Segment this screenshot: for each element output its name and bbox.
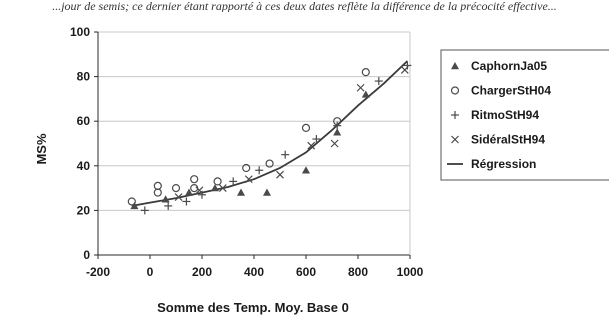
legend-marker-circle [450, 86, 460, 95]
data-point-circle [213, 177, 222, 186]
data-point-circle [127, 197, 136, 206]
data-point-circle [171, 184, 181, 193]
data-point-circle [301, 123, 311, 132]
data-point-triangle [237, 188, 245, 196]
y-tick-label: 20 [77, 203, 91, 217]
data-point-triangle [211, 184, 219, 192]
data-point-plus [374, 77, 383, 86]
x-tick-label: 0 [147, 265, 154, 279]
legend-marker-triangle [451, 62, 459, 70]
data-point-circle [190, 175, 199, 184]
data-point-x [218, 184, 227, 193]
data-point-triangle [302, 166, 310, 174]
data-point-circle [265, 159, 274, 168]
data-point-x [244, 175, 253, 184]
data-point-x [307, 141, 316, 150]
x-tick-label: 1000 [397, 265, 424, 279]
data-point-plus [229, 177, 238, 186]
data-point-x [400, 65, 409, 74]
legend-label: RitmoStH94 [471, 108, 539, 122]
x-tick-label: 200 [192, 265, 212, 279]
y-tick-label: 100 [70, 25, 90, 39]
data-point-triangle [361, 90, 370, 98]
x-tick-label: 400 [244, 265, 264, 279]
data-point-circle [153, 188, 162, 197]
regression-line [131, 60, 409, 207]
data-point-x [356, 83, 365, 92]
y-tick-label: 80 [77, 70, 91, 84]
data-point-plus [140, 206, 149, 215]
data-point-circle [242, 163, 251, 173]
mark-layer [127, 60, 412, 215]
data-point-plus [255, 166, 264, 175]
data-point-triangle [333, 128, 342, 136]
data-point-x [330, 139, 339, 148]
legend-marker-plus [451, 111, 459, 119]
legend-label: SidéralStH94 [471, 133, 545, 147]
series-2 [140, 61, 412, 215]
x-axis-title: Somme des Temp. Moy. Base 0 [157, 300, 349, 315]
header-text-fragment: ...jour de semis; ce dernier étant rappo… [52, 0, 557, 12]
x-tick-label: 600 [296, 265, 316, 279]
y-tick-label: 40 [77, 159, 91, 173]
y-axis-title: MS% [34, 133, 49, 165]
data-point-plus [164, 201, 173, 210]
y-tick-label: 0 [83, 248, 90, 262]
legend-marker-x [451, 135, 459, 144]
legend-label: Régression [471, 157, 536, 171]
legend-label: ChargerStH04 [471, 84, 551, 98]
data-point-x [174, 193, 183, 201]
data-point-triangle [130, 201, 139, 210]
legend-box [440, 49, 609, 181]
data-point-plus [281, 150, 290, 159]
data-point-plus [182, 197, 191, 206]
axis-layer: 0 20 40 60 80 100 -200 0 200 400 600 800 1000 [70, 25, 424, 279]
data-point-plus [333, 121, 342, 130]
y-tick-label: 60 [77, 114, 91, 128]
data-point-circle [361, 68, 370, 77]
data-point-triangle [185, 188, 193, 196]
data-point-x [276, 170, 284, 179]
series-1 [127, 68, 370, 206]
data-point-triangle [263, 188, 271, 196]
data-point-plus [312, 135, 321, 144]
series-0 [130, 90, 370, 210]
x-tick-label: 800 [348, 265, 368, 279]
legend-label: CaphornJa05 [471, 59, 547, 73]
legend: CaphornJa05 ChargerStH04 RitmoStH94 Sidéral… [440, 49, 609, 181]
grid-layer [98, 31, 410, 211]
data-point-x [195, 186, 204, 195]
data-point-triangle [161, 195, 170, 203]
data-point-circle [153, 181, 162, 190]
series-3 [174, 65, 409, 201]
x-tick-label: -200 [86, 265, 110, 279]
